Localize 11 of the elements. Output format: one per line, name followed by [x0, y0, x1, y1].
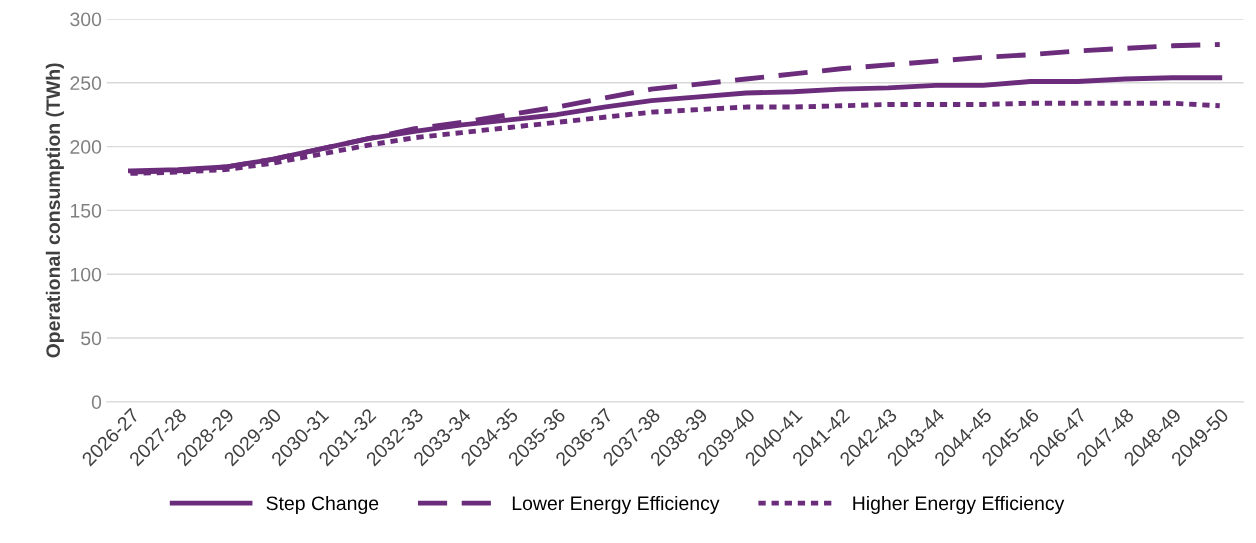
- y-tick-label: 100: [70, 267, 102, 282]
- legend-label: Step Change: [266, 495, 379, 515]
- y-tick-label: 150: [70, 203, 102, 218]
- legend-label: Higher Energy Efficiency: [853, 495, 1065, 515]
- legend-label: Lower Energy Efficiency: [512, 495, 720, 515]
- y-tick-label: 250: [70, 76, 102, 91]
- y-tick-label: 0: [91, 395, 102, 410]
- y-tick-label: 50: [81, 331, 102, 346]
- y-axis-title: Operational consumption (TWh): [45, 63, 64, 358]
- y-tick-label: 200: [70, 140, 102, 154]
- y-tick-label: 300: [70, 12, 102, 27]
